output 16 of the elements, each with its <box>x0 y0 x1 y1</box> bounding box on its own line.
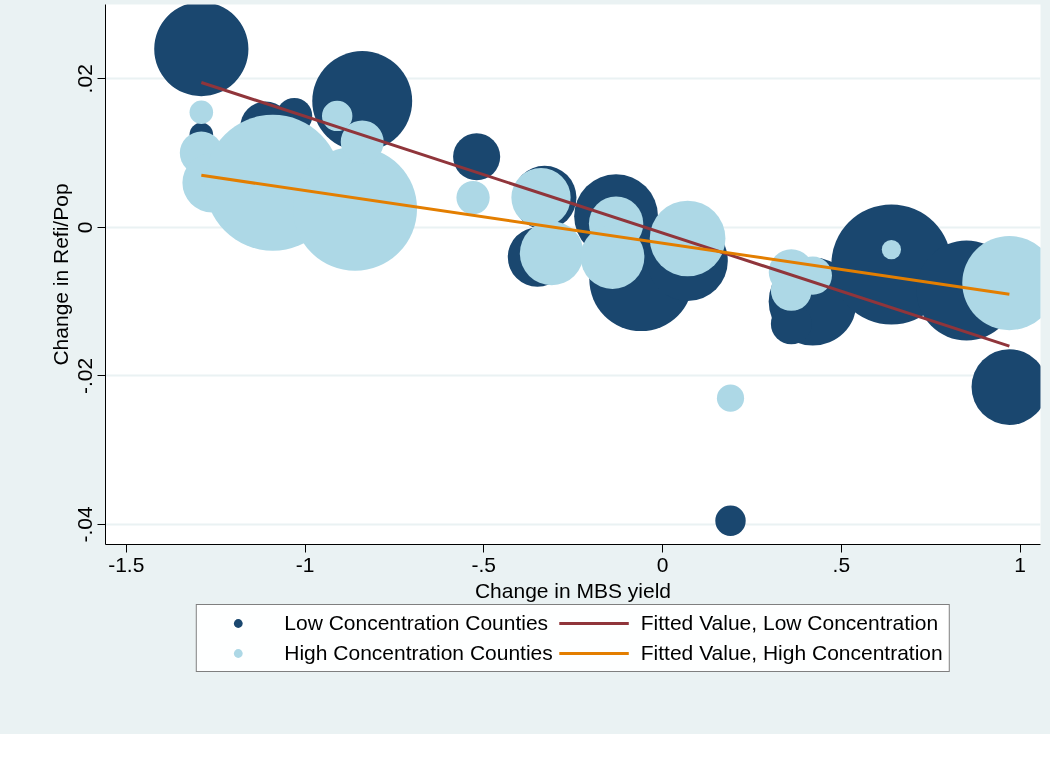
legend-label: High Concentration Counties <box>284 641 553 665</box>
legend-label: Fitted Value, High Concentration <box>640 641 943 665</box>
x-tick-label: -1 <box>295 552 315 576</box>
x-axis-title: Change in MBS yield <box>474 578 672 602</box>
y-tick-label: 0 <box>73 221 97 234</box>
y-tick-label: -.02 <box>73 357 97 394</box>
y-tick-label: -.04 <box>73 506 97 543</box>
x-tick-label: 1 <box>1014 552 1026 576</box>
x-tick-label: 0 <box>656 552 669 576</box>
x-tick-label: -.5 <box>471 552 497 576</box>
y-tick-label: .02 <box>73 64 97 94</box>
legend-label: Low Concentration Counties <box>284 611 549 635</box>
legend-label: Fitted Value, Low Concentration <box>640 611 939 635</box>
x-tick-label: .5 <box>832 552 851 576</box>
x-tick-label: -1.5 <box>108 552 145 576</box>
y-axis-title: Change in Refi/Pop <box>48 183 72 366</box>
